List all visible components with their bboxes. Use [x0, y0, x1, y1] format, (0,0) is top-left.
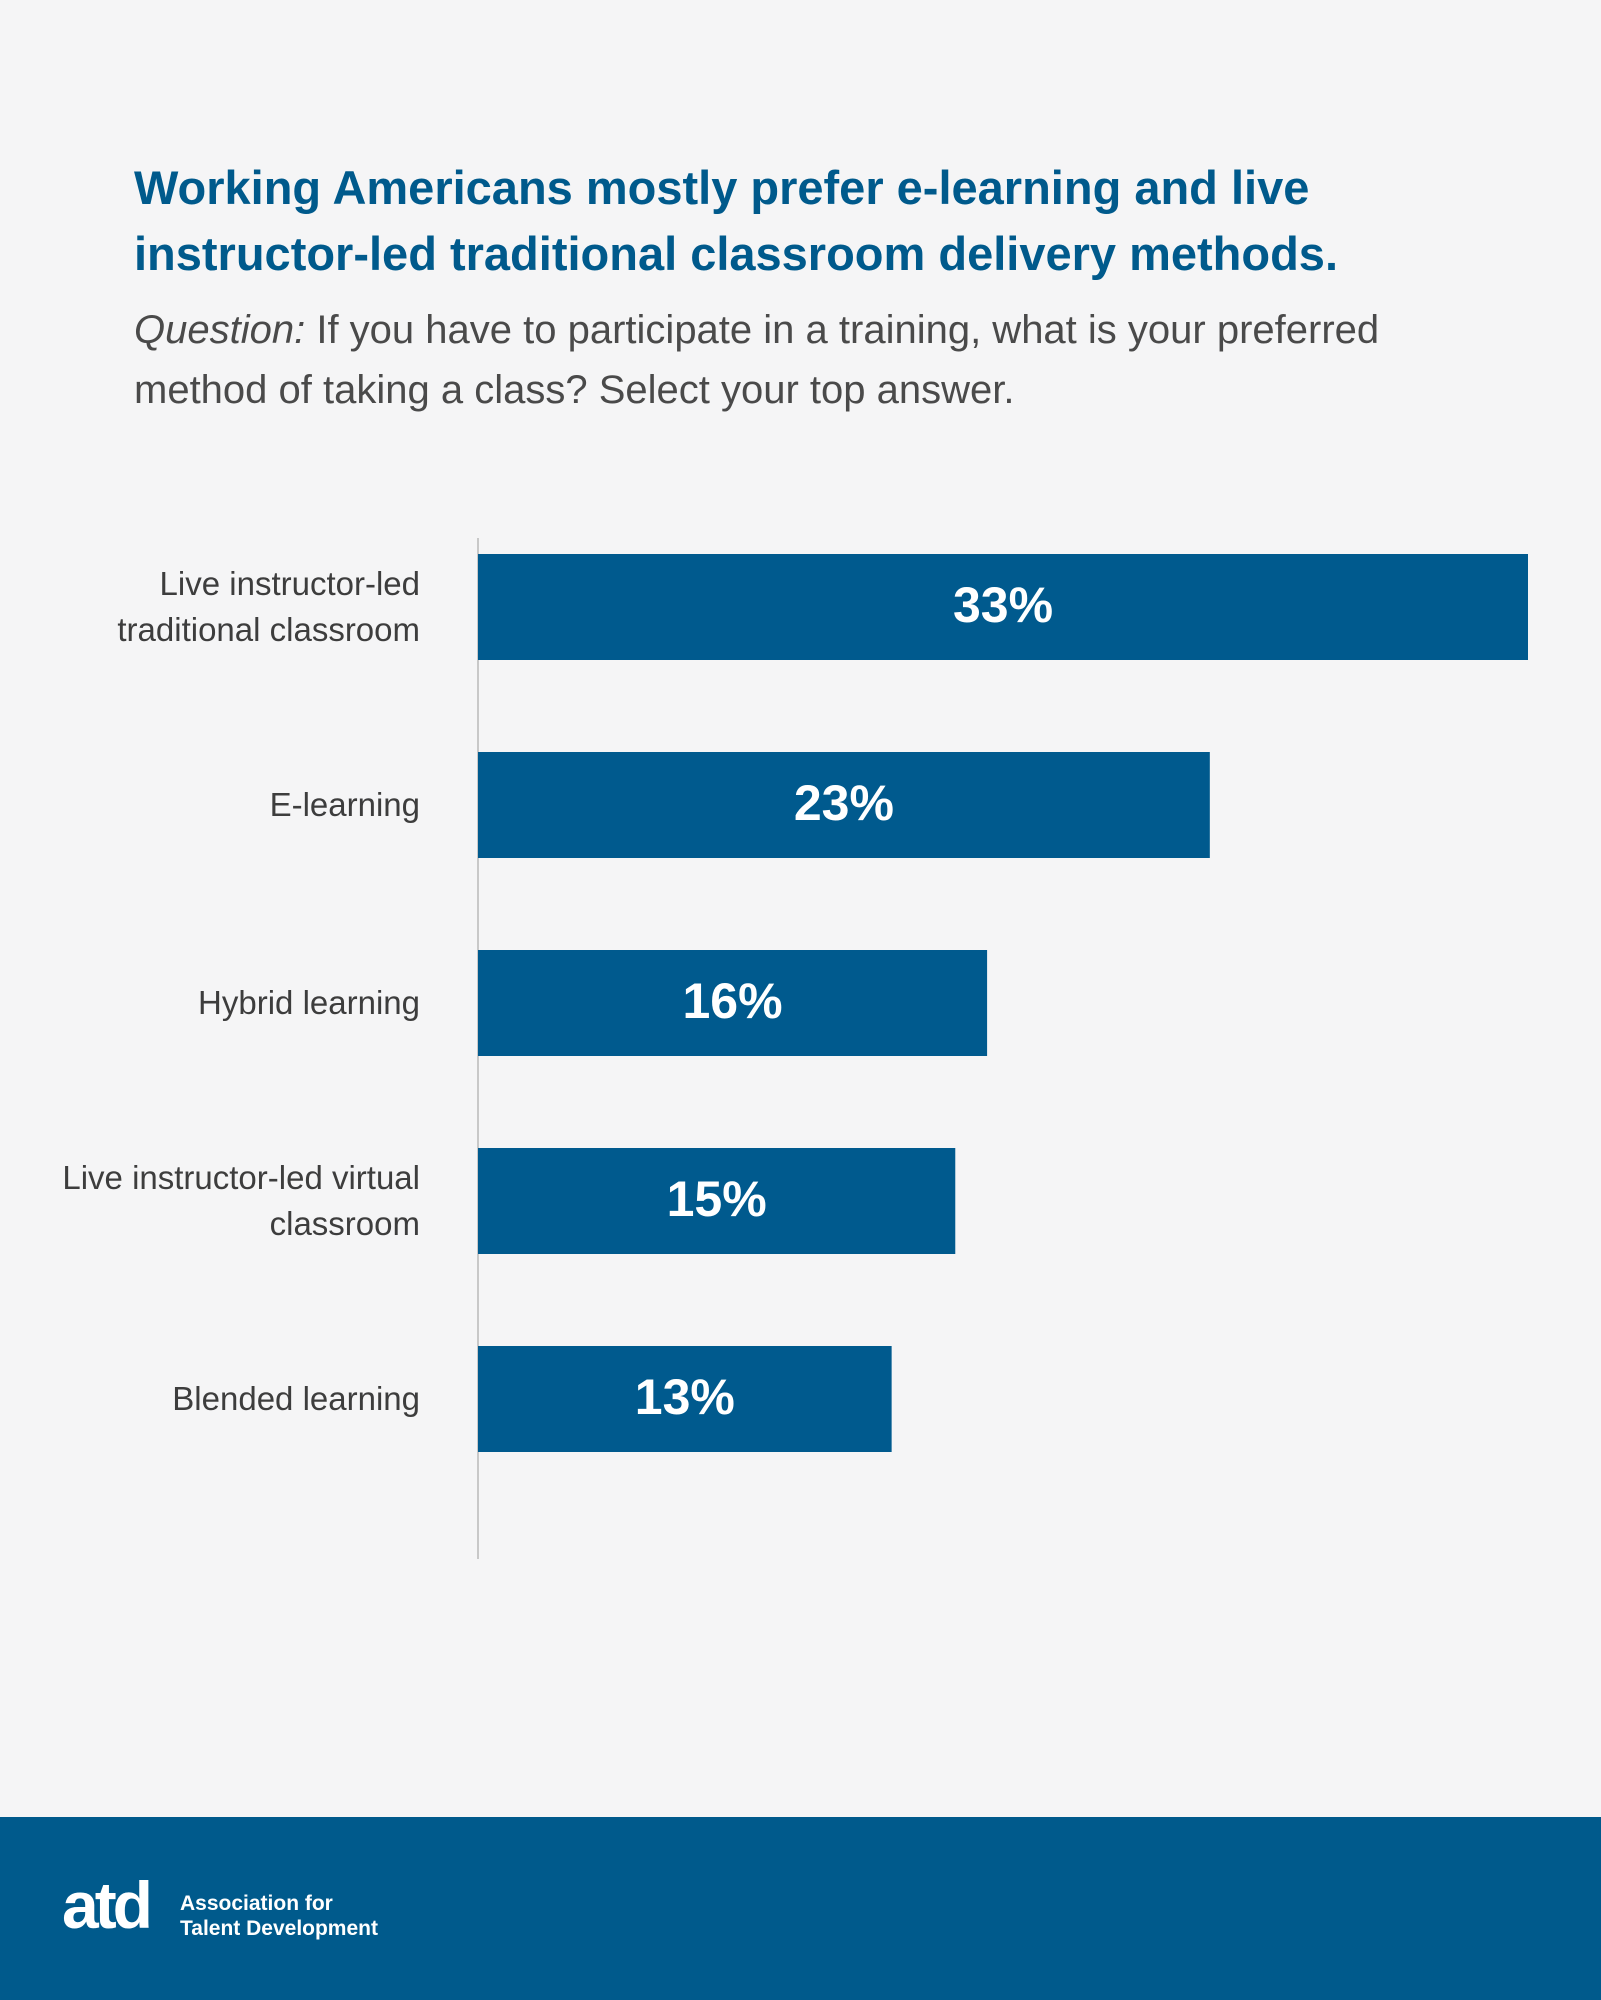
- value-label: 33%: [953, 577, 1053, 633]
- footer: atd Association for Talent Development: [0, 1817, 1601, 2000]
- chart-title: Working Americans mostly prefer e-learni…: [134, 161, 1339, 280]
- subtitle: Question: If you have to participate in …: [134, 300, 1514, 420]
- org-name: Association for Talent Development: [180, 1891, 378, 1941]
- logo: atd: [62, 1868, 153, 1942]
- bar: [478, 950, 988, 1056]
- bar: [478, 554, 1528, 660]
- org-line: Association for: [180, 1892, 333, 1915]
- question-label: Question:: [134, 308, 306, 352]
- value-label: 13%: [635, 1369, 735, 1425]
- bar: [478, 1148, 956, 1254]
- category-label: Live instructor-led traditional classroo…: [117, 565, 420, 648]
- value-label: 15%: [667, 1171, 767, 1227]
- org-line: Talent Development: [180, 1917, 378, 1940]
- category-label: E-learning: [269, 786, 420, 823]
- question-text: If you have to participate in a training…: [134, 308, 1380, 412]
- bar: [478, 1346, 892, 1452]
- category-label: Hybrid learning: [198, 984, 420, 1021]
- value-label: 16%: [683, 973, 783, 1029]
- chart: 33% 23% 16% 15% 13%: [477, 538, 1528, 1559]
- category-label: Blended learning: [172, 1380, 420, 1417]
- value-label: 23%: [794, 775, 894, 831]
- bar: [478, 752, 1210, 858]
- category-label: Live instructor-led virtual classroom: [62, 1159, 420, 1242]
